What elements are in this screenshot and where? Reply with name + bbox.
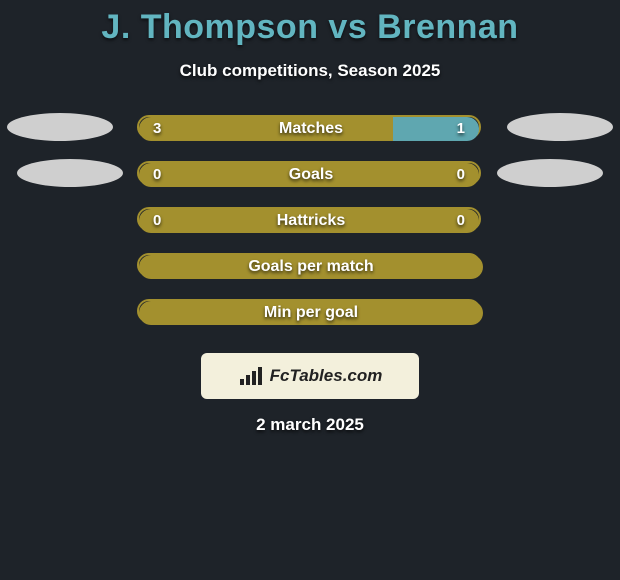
stat-label: Hattricks <box>139 209 483 233</box>
stat-bar: 31Matches <box>137 115 481 139</box>
stat-bar: Min per goal <box>137 299 481 323</box>
stat-row: 00Hattricks <box>0 207 620 253</box>
stat-label: Goals <box>139 163 483 187</box>
player-oval-left <box>17 159 123 187</box>
stat-row: 31Matches <box>0 115 620 161</box>
player-oval-left <box>7 113 113 141</box>
stat-bar: 00Goals <box>137 161 481 185</box>
page-title: J. Thompson vs Brennan <box>0 8 620 47</box>
stat-row: 00Goals <box>0 161 620 207</box>
stat-row: Goals per match <box>0 253 620 299</box>
stat-row: Min per goal <box>0 299 620 345</box>
bars-icon <box>238 365 266 387</box>
player-oval-right <box>507 113 613 141</box>
page-subtitle: Club competitions, Season 2025 <box>0 61 620 81</box>
logo-box: FcTables.com <box>201 353 419 399</box>
player-oval-right <box>497 159 603 187</box>
stat-bar: Goals per match <box>137 253 481 277</box>
comparison-infographic: J. Thompson vs Brennan Club competitions… <box>0 0 620 580</box>
stat-label: Matches <box>139 117 483 141</box>
date-text: 2 march 2025 <box>0 415 620 435</box>
logo-text: FcTables.com <box>270 366 383 386</box>
stat-bar: 00Hattricks <box>137 207 481 231</box>
stat-label: Goals per match <box>139 255 483 279</box>
stat-label: Min per goal <box>139 301 483 325</box>
stat-rows: 31Matches 00Goals 00Hattricks Goals per mat… <box>0 115 620 345</box>
